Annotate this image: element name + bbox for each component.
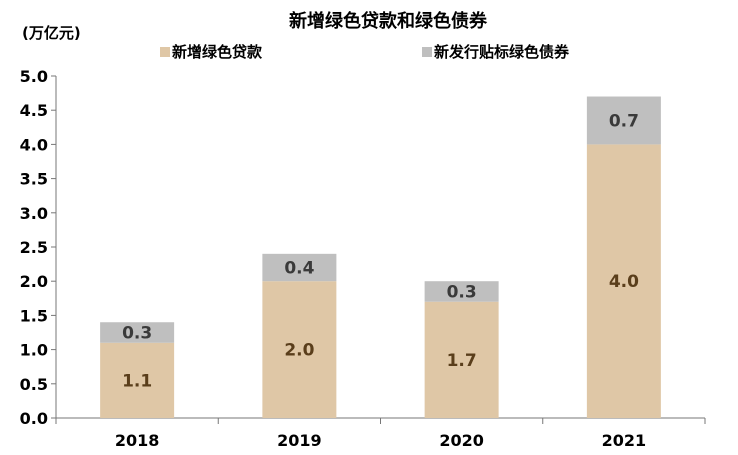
bar-green-bonds-2020 [424, 281, 499, 302]
bar-green-bonds-2021 [586, 96, 661, 145]
bar-green-loans-2019 [262, 281, 337, 418]
legend-swatch-1 [422, 47, 432, 57]
x-tick-label: 2021 [602, 431, 647, 450]
data-label-green-loans-2019: 2.0 [284, 341, 314, 361]
chart-title: 新增绿色贷款和绿色债券 [289, 10, 488, 32]
y-axis: 0.0 0.5 1.0 1.5 2.0 2.5 3.0 3.5 4.0 4.5 5.0 [20, 67, 57, 428]
y-tick-label: 0.0 [20, 409, 48, 428]
x-tick-label: 2019 [277, 431, 322, 450]
data-label-green-bonds-2021: 0.7 [609, 111, 639, 131]
y-tick-label: 2.5 [20, 238, 48, 257]
data-label-green-loans-2020: 1.7 [447, 351, 477, 371]
bars [100, 96, 661, 418]
data-label-green-bonds-2020: 0.3 [447, 282, 477, 302]
y-tick-label: 0.5 [20, 375, 48, 394]
y-tick-label: 2.0 [20, 272, 48, 291]
y-tick-label: 1.0 [20, 341, 48, 360]
data-label-green-bonds-2018: 0.3 [122, 324, 152, 344]
data-labels: 1.1 0.3 2.0 0.4 1.7 0.3 4.0 0.7 [122, 111, 639, 391]
y-tick-label: 3.0 [20, 204, 48, 223]
bar-green-loans-2020 [424, 301, 499, 418]
x-axis: 2018 2019 2020 2021 [55, 417, 706, 450]
y-tick-label: 1.5 [20, 306, 48, 325]
unit-label: (万亿元) [22, 24, 81, 42]
x-tick-label: 2018 [115, 431, 160, 450]
y-tick-label: 3.5 [20, 170, 48, 189]
bar-green-loans-2018 [100, 342, 175, 418]
y-tick-label: 4.5 [20, 101, 48, 120]
bar-green-bonds-2019 [262, 253, 337, 282]
x-tick-label: 2020 [439, 431, 484, 450]
legend-swatch-0 [160, 47, 170, 57]
data-label-green-bonds-2019: 0.4 [284, 259, 314, 279]
y-tick-label: 5.0 [20, 67, 48, 86]
bar-green-loans-2021 [586, 144, 661, 418]
data-label-green-loans-2018: 1.1 [122, 371, 152, 391]
legend-label-1: 新发行贴标绿色债券 [434, 43, 570, 61]
legend-label-0: 新增绿色贷款 [172, 43, 263, 61]
y-tick-label: 4.0 [20, 135, 48, 154]
bar-green-bonds-2018 [100, 322, 175, 343]
data-label-green-loans-2021: 4.0 [609, 272, 639, 292]
legend: 新增绿色贷款 新发行贴标绿色债券 [160, 43, 570, 61]
